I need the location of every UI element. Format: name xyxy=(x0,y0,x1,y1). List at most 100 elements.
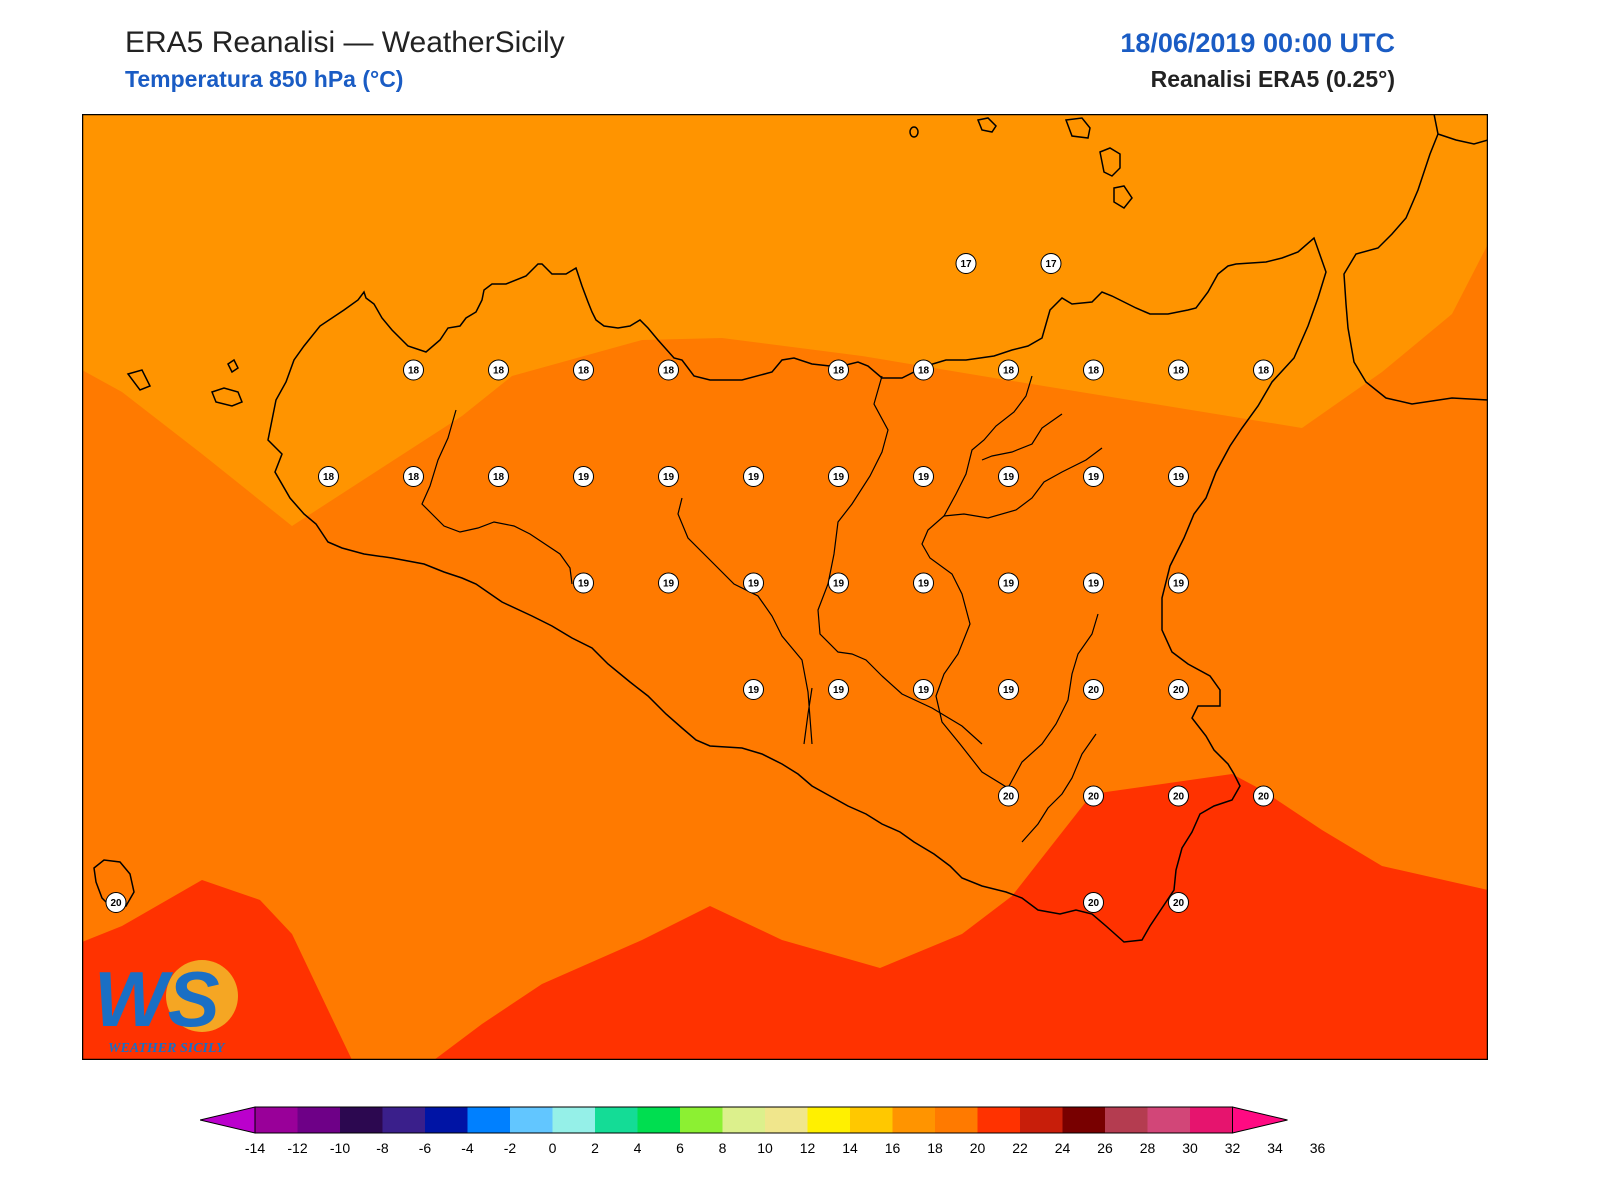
station-value: 20 xyxy=(1088,792,1100,803)
station-value: 19 xyxy=(1173,472,1185,483)
station-value: 18 xyxy=(918,366,930,377)
colorbar-tick-label: 28 xyxy=(1139,1140,1156,1156)
colorbar-segment xyxy=(807,1107,851,1133)
station-marker xyxy=(743,466,764,487)
colorbar-tick-label: -12 xyxy=(287,1140,308,1156)
colorbar-segment xyxy=(595,1107,638,1133)
colorbar-tick-label: 10 xyxy=(757,1140,773,1156)
colorbar-tick-label: 36 xyxy=(1309,1140,1326,1156)
station-marker xyxy=(828,359,849,381)
station-value: 17 xyxy=(960,259,972,270)
colorbar-tick-label: 14 xyxy=(842,1140,858,1156)
station-value: 17 xyxy=(1045,259,1057,270)
station-marker xyxy=(1083,359,1104,381)
station-marker xyxy=(105,892,127,913)
colorbar-tick-label: 4 xyxy=(633,1140,642,1156)
colorbar-tick-label: 6 xyxy=(676,1140,684,1156)
station-value: 20 xyxy=(1088,685,1100,696)
station-value: 19 xyxy=(1088,579,1100,590)
logo-mark: WS xyxy=(94,955,220,1043)
colorbar-tick-label: 22 xyxy=(1012,1140,1028,1156)
colorbar-segment xyxy=(722,1107,766,1133)
colorbar-tick-label: -8 xyxy=(376,1140,389,1156)
weather-sicily-logo: WS WEATHER SICILY xyxy=(94,955,238,1056)
station-marker xyxy=(488,466,509,487)
colorbar-segment xyxy=(1190,1107,1233,1133)
colorbar-tick-label: -14 xyxy=(244,1140,266,1156)
colorbar-segment xyxy=(637,1107,681,1133)
map-title: ERA5 Reanalisi — WeatherSicily xyxy=(125,26,565,59)
station-value: 19 xyxy=(578,472,590,483)
station-marker xyxy=(955,253,977,274)
station-value: 18 xyxy=(408,366,420,377)
station-value: 18 xyxy=(1258,366,1270,377)
colorbar-tick-label: 12 xyxy=(799,1140,816,1156)
colorbar-segment xyxy=(382,1107,426,1133)
colorbar-tick-label: 20 xyxy=(969,1140,986,1156)
colorbar-extend-max xyxy=(1232,1106,1288,1134)
colorbar-segment xyxy=(892,1107,936,1133)
station-marker xyxy=(1253,359,1274,381)
station-value: 19 xyxy=(1003,579,1015,590)
station-value: 19 xyxy=(1173,579,1185,590)
station-marker xyxy=(1253,785,1274,807)
colorbar-segment xyxy=(850,1107,893,1133)
colorbar-tick-label: 26 xyxy=(1097,1140,1113,1156)
coastlines xyxy=(93,114,1488,943)
station-value: 20 xyxy=(1003,792,1015,803)
station-value: 19 xyxy=(578,579,590,590)
station-marker xyxy=(1083,785,1104,807)
station-marker xyxy=(998,785,1019,807)
colorbar-segment xyxy=(1020,1107,1063,1133)
map-frame xyxy=(82,114,1488,1060)
temperature-map: 17 17 18 18 18 18 18 18 18 18 18 18 18 18 18 19 19 19 19 19… xyxy=(82,114,1488,1060)
colorbar-segment xyxy=(340,1107,383,1133)
source-label: Reanalisi ERA5 (0.25°) xyxy=(1150,66,1395,92)
station-value: 19 xyxy=(1003,472,1015,483)
station-marker xyxy=(658,466,679,487)
colorbar-segment xyxy=(467,1107,511,1133)
station-value: 20 xyxy=(1173,792,1185,803)
station-marker xyxy=(1168,892,1189,913)
colorbar-segment xyxy=(1105,1107,1148,1133)
station-marker xyxy=(913,466,934,487)
station-markers: 17 17 18 18 18 18 18 18 18 18 18 18 18 18 18 19 19 19 19 19… xyxy=(105,253,1274,913)
station-value: 20 xyxy=(1258,792,1270,803)
station-value: 20 xyxy=(1173,898,1185,909)
station-marker xyxy=(913,359,934,381)
map-subtitle: Temperatura 850 hPa (°C) xyxy=(125,66,404,92)
colorbar-tick-label: 8 xyxy=(718,1140,727,1156)
sun-icon xyxy=(166,960,238,1032)
station-marker xyxy=(828,572,849,594)
colorbar-segment xyxy=(977,1107,1021,1133)
station-value: 19 xyxy=(748,472,760,483)
station-value: 19 xyxy=(748,685,760,696)
station-marker xyxy=(1168,679,1189,700)
station-marker xyxy=(743,572,764,594)
station-value: 19 xyxy=(1003,685,1015,696)
station-value: 19 xyxy=(833,472,845,483)
colorbar-segment xyxy=(1062,1107,1106,1133)
station-value: 19 xyxy=(1088,472,1100,483)
station-value: 19 xyxy=(748,579,760,590)
colorbar-tick-label: 34 xyxy=(1267,1140,1283,1156)
station-value: 19 xyxy=(918,472,930,483)
station-marker xyxy=(573,466,594,487)
station-marker xyxy=(998,572,1019,594)
station-marker xyxy=(998,466,1019,487)
station-marker xyxy=(573,359,594,381)
station-marker xyxy=(828,679,849,700)
colorbar-tick-label: -6 xyxy=(418,1140,432,1156)
colorbar-tick-label: 2 xyxy=(591,1140,599,1156)
colorbar-tick-label: -10 xyxy=(329,1140,351,1156)
colorbar-segment xyxy=(765,1107,808,1133)
station-value: 19 xyxy=(918,579,930,590)
station-value: 18 xyxy=(1003,366,1015,377)
station-marker xyxy=(1040,253,1062,274)
eolie-islands xyxy=(909,117,1133,209)
station-value: 19 xyxy=(663,472,675,483)
colorbar-tick-label: 0 xyxy=(548,1140,557,1156)
station-marker xyxy=(1168,466,1189,487)
station-marker xyxy=(658,359,679,381)
colorbar-segment xyxy=(935,1107,978,1133)
